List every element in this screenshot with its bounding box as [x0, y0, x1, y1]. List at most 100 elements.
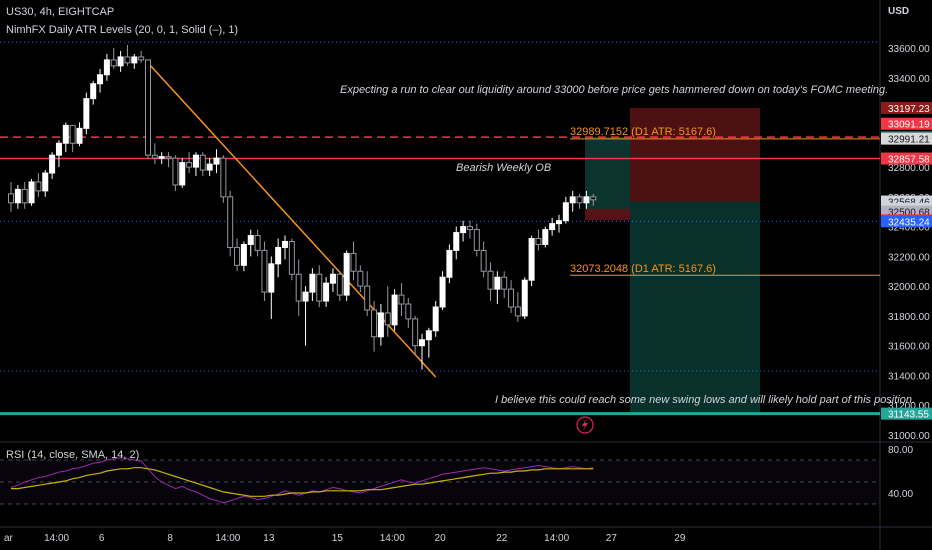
price-label: 33197.23	[888, 104, 930, 115]
candle-body	[439, 276, 446, 308]
symbol-title: US30, 4h, EIGHTCAP	[6, 6, 115, 18]
rsi-band-fill	[0, 460, 880, 504]
candle-body	[21, 188, 28, 204]
price-label: 33091.19	[888, 120, 930, 131]
price-tick: 32400.00	[888, 223, 930, 234]
rsi-tick: 80.00	[888, 445, 913, 456]
stop-zone	[630, 107, 760, 202]
candle-body	[275, 246, 282, 265]
candle-body	[576, 196, 583, 204]
lightning-bolt	[582, 419, 588, 431]
price-label-bg	[881, 117, 932, 130]
trendline[interactable]	[147, 62, 437, 378]
candle-body	[391, 294, 398, 326]
candles	[8, 45, 597, 370]
candle-body	[466, 226, 473, 231]
candle-body	[528, 238, 535, 281]
time-tick: 14:00	[215, 533, 240, 544]
price-tick: 31000.00	[888, 431, 930, 442]
candle-body	[83, 98, 90, 129]
candle-body	[234, 246, 241, 266]
candle-body	[535, 238, 542, 245]
rsi-tick: 40.00	[888, 489, 913, 500]
price-tick: 33400.00	[888, 74, 930, 85]
candle-body	[213, 157, 220, 165]
indicator-title[interactable]: NimhFX Daily ATR Levels (20, 0, 1, Solid…	[6, 24, 239, 36]
price-label: 32991.21	[888, 135, 930, 146]
time-tick: 29	[674, 533, 686, 544]
candle-body	[49, 154, 56, 174]
candle-body	[494, 276, 501, 290]
candle-body	[412, 318, 419, 347]
bottom-annotation[interactable]: I believe this could reach some new swin…	[495, 394, 916, 406]
price-tick: 32000.00	[888, 282, 930, 293]
candle-body	[247, 235, 254, 245]
price-label-bg	[881, 101, 932, 114]
candle-body	[508, 288, 515, 308]
candle-body	[35, 181, 42, 192]
candle-body	[562, 202, 569, 222]
ob-box	[585, 137, 630, 212]
rsi-title[interactable]: RSI (14, close, SMA, 14, 2)	[6, 449, 140, 461]
rsi-ma-line	[11, 467, 594, 497]
time-tick: 14:00	[44, 533, 69, 544]
candle-body	[569, 196, 576, 204]
candle-body	[357, 270, 364, 287]
candle-body	[103, 59, 110, 76]
candle-body	[487, 270, 494, 290]
candle-body	[549, 223, 556, 231]
candle-body	[206, 163, 213, 171]
candle-body	[165, 156, 172, 159]
candle-body	[542, 229, 549, 245]
candle-body	[8, 193, 14, 204]
candle-body	[590, 196, 597, 201]
candle-body	[124, 56, 131, 64]
price-tick: 31400.00	[888, 371, 930, 382]
candle-body	[309, 273, 316, 293]
atr-low-label: 32073.2048 (D1 ATR: 5167.6)	[570, 263, 716, 275]
candle-body	[521, 279, 528, 317]
target-zone	[630, 201, 760, 414]
candle-body	[42, 172, 49, 192]
candle-body	[514, 306, 521, 317]
top-annotation[interactable]: Expecting a run to clear out liquidity a…	[340, 84, 889, 96]
candle-body	[199, 154, 206, 171]
candle-body	[110, 59, 117, 67]
lightning-icon	[576, 416, 594, 434]
candle-body	[179, 162, 186, 186]
candle-body	[282, 241, 288, 248]
candle-body	[473, 229, 480, 251]
ob-annotation[interactable]: Bearish Weekly OB	[456, 162, 552, 174]
price-axis[interactable]: 33600.0033400.0033200.0033000.0032800.00…	[881, 44, 932, 442]
candle-body	[131, 56, 138, 64]
time-tick: 8	[167, 533, 173, 544]
candle-body	[398, 294, 405, 305]
candle-body	[425, 330, 432, 341]
candle-body	[377, 312, 384, 338]
price-label-bg	[881, 215, 932, 228]
price-tick: 31600.00	[888, 342, 930, 353]
price-label: 32500.68	[888, 208, 930, 219]
time-tick: 14:00	[544, 533, 569, 544]
candle-body	[371, 309, 378, 338]
candle-body	[336, 273, 343, 296]
candle-body	[158, 156, 165, 159]
candle-body	[28, 181, 35, 204]
candle-body	[186, 162, 193, 168]
rsi-pane: 80.00 40.00	[0, 445, 913, 505]
candle-body	[323, 282, 330, 302]
candle-body	[172, 157, 179, 186]
candle-body	[254, 235, 261, 251]
candle-body	[76, 127, 83, 144]
price-label: 31143.55	[888, 410, 929, 421]
candle-body	[138, 56, 145, 61]
currency-label[interactable]: USD	[888, 6, 910, 17]
time-tick: 27	[606, 533, 618, 544]
candle-body	[501, 276, 508, 290]
rsi-line	[10, 457, 594, 504]
candle-body	[151, 154, 158, 159]
time-axis[interactable]: ar 14:00 6 8 14:00 13 15 14:00 20 22 14:00 27 29	[4, 533, 686, 544]
price-tick: 31800.00	[888, 312, 930, 323]
candle-body	[405, 303, 412, 320]
